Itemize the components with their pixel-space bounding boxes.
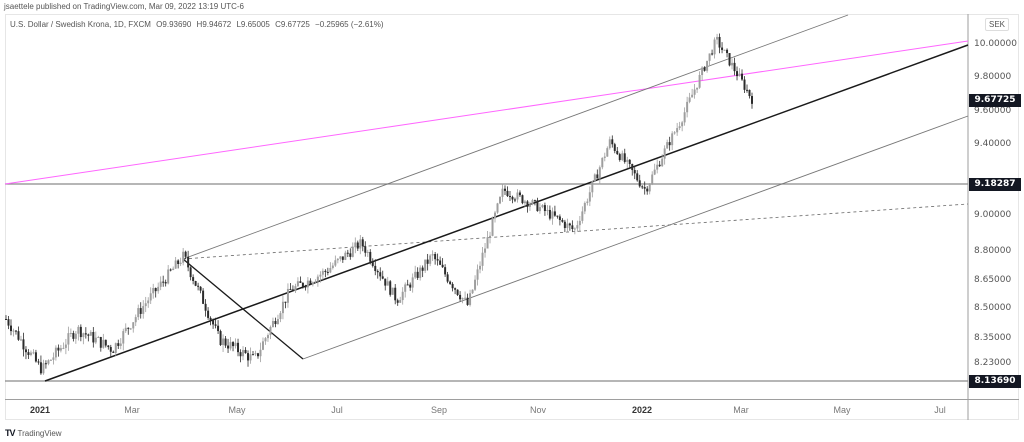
tradingview-mark-icon: TV <box>5 428 15 438</box>
price-level-tag: 8.13690 <box>969 375 1021 388</box>
main-trendline <box>44 44 969 382</box>
ohlc-open: O9.93690 <box>156 20 192 29</box>
tradingview-logo[interactable]: TV TradingView <box>5 428 62 438</box>
price-tick-label: 8.50000 <box>974 303 1012 313</box>
price-tick-label: 8.65000 <box>974 275 1012 285</box>
symbol-legend: U.S. Dollar / Swedish Krona, 1D, FXCM O9… <box>10 20 387 29</box>
time-tick-label: Jul <box>934 405 946 415</box>
time-tick-label: Sep <box>430 405 448 415</box>
chart-frame <box>5 14 1019 420</box>
price-level-tag: 9.67725 <box>969 94 1021 107</box>
price-tick-label: 9.80000 <box>974 72 1012 82</box>
channel-lower <box>302 115 969 360</box>
pink-trendline <box>4 40 969 185</box>
time-tick-label: Jul <box>331 405 343 415</box>
price-tick-label: 9.40000 <box>974 139 1012 149</box>
published-info: jsaettele published on TradingView.com, … <box>4 2 244 11</box>
time-tick-label: May <box>833 405 851 415</box>
candlestick-series <box>5 33 753 375</box>
price-tick-label: 10.00000 <box>974 39 1017 49</box>
ohlc-close: C9.67725 <box>275 20 310 29</box>
time-tick-label: 2022 <box>631 405 653 415</box>
currency-button[interactable]: SEK <box>985 18 1010 31</box>
price-tick-label: 9.00000 <box>974 210 1012 220</box>
channel-upper <box>182 14 849 260</box>
price-level-tag: 9.18287 <box>969 178 1021 191</box>
ohlc-high: H9.94672 <box>196 20 232 29</box>
price-tick-label: 8.80000 <box>974 246 1012 256</box>
symbol-name: U.S. Dollar / Swedish Krona, 1D, FXCM <box>10 20 151 29</box>
time-tick-label: May <box>228 405 246 415</box>
ohlc-low: L9.65005 <box>236 20 270 29</box>
channel-median <box>182 203 969 260</box>
ohlc-change: −0.25965 (−2.61%) <box>315 20 384 29</box>
time-tick-label: Mar <box>124 405 140 415</box>
price-tick-label: 8.35000 <box>974 333 1012 343</box>
time-tick-label: Mar <box>733 405 749 415</box>
tradingview-brand: TradingView <box>17 428 62 438</box>
price-tick-label: 8.23000 <box>974 358 1012 368</box>
price-tick-label: 9.60000 <box>974 106 1012 116</box>
time-tick-label: 2021 <box>29 405 51 415</box>
time-tick-label: Nov <box>529 405 547 415</box>
